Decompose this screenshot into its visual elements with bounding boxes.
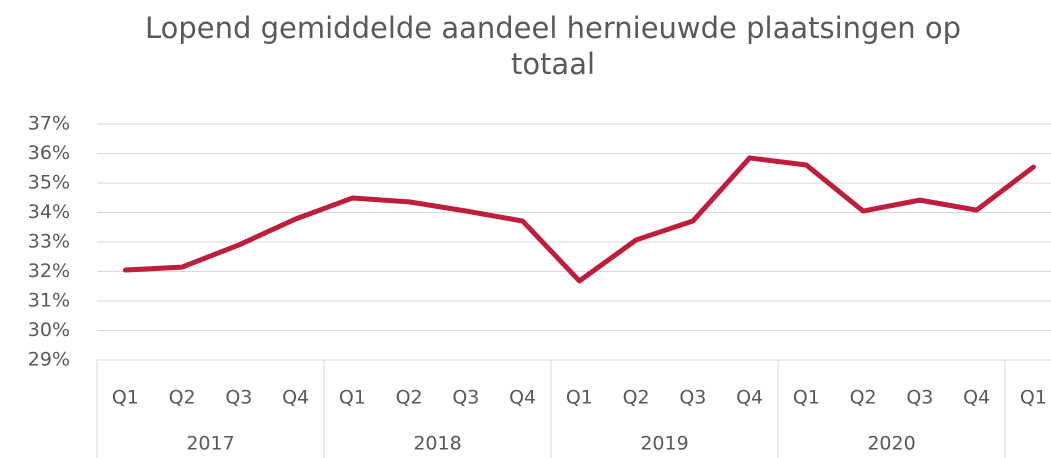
y-tick-label: 31%: [28, 290, 70, 312]
y-tick-label: 32%: [28, 260, 70, 282]
x-tick-label: Q4: [509, 387, 536, 409]
y-tick-label: 29%: [28, 349, 70, 371]
x-tick-label: Q1: [1020, 387, 1047, 409]
y-tick-label: 33%: [28, 231, 70, 253]
x-group-label: 2017: [186, 433, 234, 455]
y-tick-label: 34%: [28, 201, 70, 223]
y-tick-label: 37%: [28, 113, 70, 135]
y-tick-label: 30%: [28, 319, 70, 341]
x-tick-label: Q4: [736, 387, 763, 409]
y-tick-label: 35%: [28, 172, 70, 194]
x-tick-label: Q3: [225, 387, 252, 409]
data-line: [122, 155, 1036, 284]
x-tick-label: Q1: [793, 387, 820, 409]
x-tick-label: Q3: [452, 387, 479, 409]
x-tick-label: Q1: [112, 387, 139, 409]
x-tick-label: Q1: [339, 387, 366, 409]
x-tick-label: Q3: [679, 387, 706, 409]
x-group-label: 2020: [867, 433, 915, 455]
x-tick-label: Q4: [963, 387, 990, 409]
x-tick-label: Q3: [906, 387, 933, 409]
x-tick-label: Q2: [169, 387, 196, 409]
x-group-label: 2018: [413, 433, 461, 455]
x-tick-label: Q1: [566, 387, 593, 409]
x-tick-label: Q4: [282, 387, 309, 409]
chart-title: Lopend gemiddelde aandeel hernieuwde pla…: [144, 11, 962, 81]
x-tick-label: Q2: [850, 387, 877, 409]
y-tick-label: 36%: [28, 142, 70, 164]
x-tick-label: Q2: [623, 387, 650, 409]
x-group-label: 2019: [640, 433, 688, 455]
x-tick-label: Q2: [396, 387, 423, 409]
